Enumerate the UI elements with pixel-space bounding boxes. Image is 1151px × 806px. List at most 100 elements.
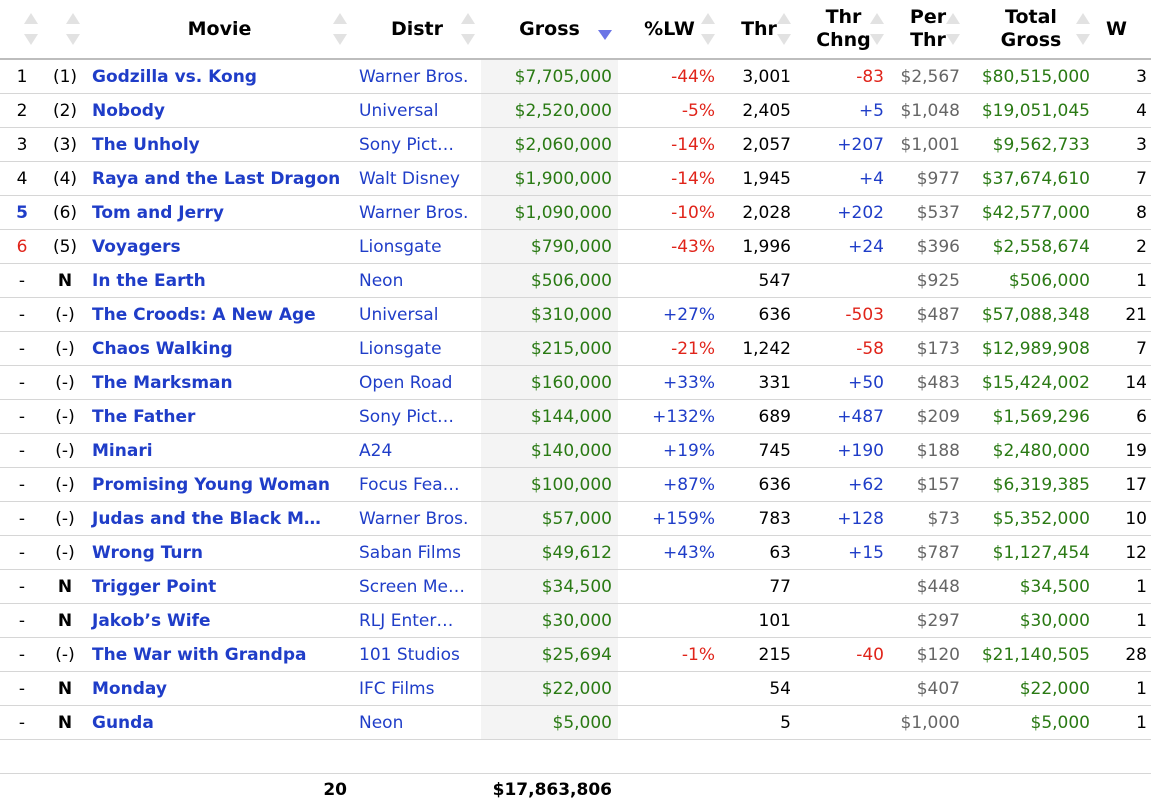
percent-last-week-cell: -21% — [618, 332, 721, 366]
weeks-cell: 28 — [1096, 638, 1151, 672]
col-distr[interactable]: Distr — [353, 0, 481, 59]
col-movie[interactable]: Movie — [86, 0, 353, 59]
prev-rank-cell: N — [44, 706, 86, 740]
movie-title-link[interactable]: The Marksman — [92, 373, 233, 393]
distributor-link[interactable]: Warner Bros. — [359, 509, 468, 529]
distributor-link[interactable]: 101 Studios — [359, 645, 460, 665]
per-theater-cell: $925 — [890, 264, 966, 298]
col-weeks[interactable]: W — [1096, 0, 1151, 59]
col-rank-sort[interactable] — [0, 0, 44, 59]
theaters-cell: 63 — [721, 536, 797, 570]
distributor-link[interactable]: Sony Pict… — [359, 135, 454, 155]
total-gross-cell: $57,088,348 — [966, 298, 1096, 332]
rank-cell: 6 — [0, 230, 44, 264]
gross-cell: $57,000 — [481, 502, 618, 536]
theater-change-cell: +128 — [797, 502, 890, 536]
weeks-cell: 21 — [1096, 298, 1151, 332]
distributor-link[interactable]: Focus Fea… — [359, 475, 460, 495]
movie-title-link[interactable]: The Unholy — [92, 135, 200, 155]
movie-title-link[interactable]: Nobody — [92, 101, 165, 121]
theaters-cell: 636 — [721, 298, 797, 332]
rank-cell: - — [0, 672, 44, 706]
distributor-link[interactable]: Sony Pict… — [359, 407, 454, 427]
percent-last-week-cell: +33% — [618, 366, 721, 400]
prev-rank-cell: (4) — [44, 162, 86, 196]
percent-last-week-cell: -14% — [618, 162, 721, 196]
prev-rank-cell: (-) — [44, 332, 86, 366]
total-gross-cell: $6,319,385 — [966, 468, 1096, 502]
distributor-link[interactable]: Universal — [359, 101, 438, 121]
movie-title-link[interactable]: Jakob’s Wife — [92, 611, 211, 631]
col-gross[interactable]: Gross — [481, 0, 618, 59]
distributor-link[interactable]: Lionsgate — [359, 237, 442, 257]
rank-cell: - — [0, 536, 44, 570]
distributor-link[interactable]: Lionsgate — [359, 339, 442, 359]
rank-cell: - — [0, 604, 44, 638]
col-thr[interactable]: Thr — [721, 0, 797, 59]
per-theater-cell: $188 — [890, 434, 966, 468]
distributor-link[interactable]: Open Road — [359, 373, 452, 393]
weeks-cell: 14 — [1096, 366, 1151, 400]
movie-title-link[interactable]: Promising Young Woman — [92, 475, 330, 495]
percent-last-week-cell: -44% — [618, 59, 721, 94]
per-theater-cell: $483 — [890, 366, 966, 400]
distributor-link[interactable]: Universal — [359, 305, 438, 325]
theater-change-cell: +5 — [797, 94, 890, 128]
col-lw[interactable]: %LW — [618, 0, 721, 59]
col-movie-label: Movie — [188, 18, 252, 40]
distributor-link[interactable]: Walt Disney — [359, 169, 460, 189]
total-gross-cell: $37,674,610 — [966, 162, 1096, 196]
movie-title-link[interactable]: Voyagers — [92, 237, 181, 257]
distributor-link[interactable]: RLJ Enter… — [359, 611, 453, 631]
movie-title-link[interactable]: The War with Grandpa — [92, 645, 306, 665]
col-thr-chng-label-2: Chng — [816, 29, 871, 51]
total-gross-cell: $15,424,002 — [966, 366, 1096, 400]
per-theater-cell: $487 — [890, 298, 966, 332]
rank-cell: - — [0, 502, 44, 536]
movie-title-link[interactable]: The Father — [92, 407, 195, 427]
movie-title-link[interactable]: Chaos Walking — [92, 339, 233, 359]
movie-title-link[interactable]: Trigger Point — [92, 577, 216, 597]
movie-title-link[interactable]: Tom and Jerry — [92, 203, 224, 223]
distributor-link[interactable]: Neon — [359, 271, 403, 291]
theaters-cell: 5 — [721, 706, 797, 740]
distributor-link[interactable]: A24 — [359, 441, 392, 461]
theaters-cell: 101 — [721, 604, 797, 638]
percent-last-week-cell: -5% — [618, 94, 721, 128]
per-theater-cell: $297 — [890, 604, 966, 638]
col-prev-sort[interactable] — [44, 0, 86, 59]
movie-title-link[interactable]: Godzilla vs. Kong — [92, 67, 257, 87]
distributor-link[interactable]: IFC Films — [359, 679, 434, 699]
theater-change-cell — [797, 570, 890, 604]
movie-title-link[interactable]: Raya and the Last Dragon — [92, 169, 340, 189]
movie-title-link[interactable]: Monday — [92, 679, 167, 699]
movie-title-link[interactable]: Wrong Turn — [92, 543, 203, 563]
distributor-link[interactable]: Screen Me… — [359, 577, 465, 597]
prev-rank-cell: (5) — [44, 230, 86, 264]
theater-change-cell: +15 — [797, 536, 890, 570]
col-lw-label: %LW — [644, 18, 695, 40]
col-total-gross-label-1: Total — [1005, 6, 1057, 28]
theater-change-cell: +4 — [797, 162, 890, 196]
distributor-link[interactable]: Saban Films — [359, 543, 461, 563]
sort-arrows-icon — [701, 13, 715, 45]
theaters-cell: 1,242 — [721, 332, 797, 366]
movie-title-link[interactable]: Gunda — [92, 713, 154, 733]
theater-change-cell: +50 — [797, 366, 890, 400]
rank-cell: - — [0, 332, 44, 366]
per-theater-cell: $407 — [890, 672, 966, 706]
movie-title-link[interactable]: The Croods: A New Age — [92, 305, 316, 325]
movie-title-link[interactable]: Judas and the Black M… — [92, 509, 321, 529]
per-theater-cell: $209 — [890, 400, 966, 434]
movie-title-link[interactable]: Minari — [92, 441, 153, 461]
movie-title-link[interactable]: In the Earth — [92, 271, 206, 291]
distributor-link[interactable]: Neon — [359, 713, 403, 733]
distributor-link[interactable]: Warner Bros. — [359, 203, 468, 223]
distributor-link[interactable]: Warner Bros. — [359, 67, 468, 87]
